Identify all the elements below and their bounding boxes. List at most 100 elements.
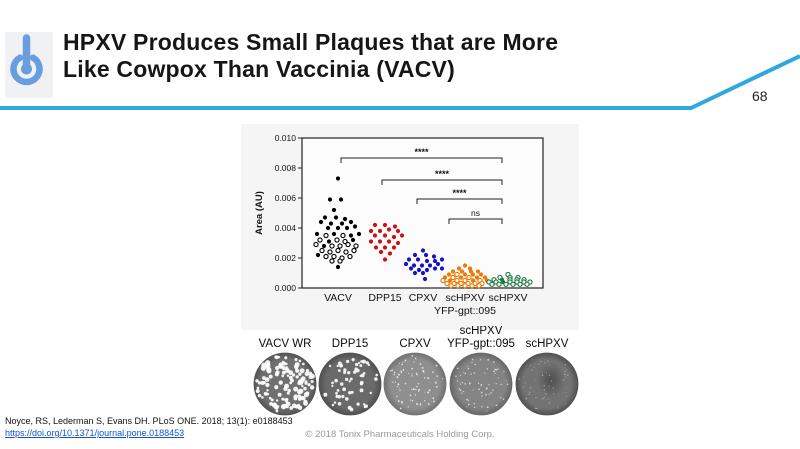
plaque-spot (288, 375, 293, 380)
significance-bracket (381, 179, 503, 185)
plaque-spot (467, 403, 470, 406)
data-point (334, 237, 340, 243)
plaque-spot (541, 374, 544, 377)
plaque-spot (400, 371, 403, 374)
dish-label: CPXV (399, 338, 431, 350)
plaque-spot (506, 383, 509, 386)
data-point (435, 261, 441, 267)
plaque-spot (305, 368, 310, 373)
data-point (315, 252, 321, 258)
plaque-spot (266, 368, 272, 374)
plaque-spot (459, 389, 462, 392)
plaque-spot (490, 392, 492, 394)
scatter-group-schpxv (486, 271, 533, 287)
plaque-spot (343, 370, 347, 374)
plaque-spot (487, 358, 490, 361)
plaque-spot (567, 374, 569, 376)
plaque-spot (391, 369, 394, 372)
plaque-spot (419, 363, 422, 365)
plaque-spot (263, 391, 268, 396)
data-point (469, 283, 475, 289)
plaque-spot (531, 369, 533, 371)
plaque-spot (413, 361, 415, 363)
plaque-spot (365, 361, 369, 365)
plaque-spot (283, 386, 288, 392)
plaque-spot (299, 368, 305, 374)
slide-title: HPXV Produces Small Plaques that are Mor… (63, 29, 723, 83)
plaque-spot (502, 398, 505, 401)
plaque-spot (473, 372, 476, 374)
plaque-spot (543, 397, 545, 399)
y-tick-label: 0.002 (275, 253, 297, 263)
y-tick-label: 0.006 (275, 193, 297, 203)
plaque-spot (303, 386, 307, 391)
plaque-spot (435, 364, 438, 367)
plaque-spot (374, 377, 378, 381)
plaque-spot (275, 355, 279, 360)
x-category-label: CPXV (409, 292, 438, 304)
data-point (496, 281, 502, 287)
data-point (432, 266, 438, 271)
plaque-spot (345, 377, 349, 382)
plaque-spot (529, 391, 531, 393)
plaque-spot (419, 403, 422, 406)
plaque-spot (278, 363, 284, 369)
plaque-spot (389, 370, 392, 372)
plaque-spot (354, 367, 358, 371)
plaque-spot (432, 397, 435, 400)
plaque-spot (397, 400, 400, 403)
data-point (454, 277, 460, 284)
plaque-spot (461, 381, 464, 384)
doi-link[interactable]: https://doi.org/10.1371/journal.pone.018… (5, 428, 185, 438)
data-point (377, 239, 383, 244)
data-point (412, 270, 418, 276)
plaque-spot (275, 399, 279, 402)
dish-image (383, 352, 447, 416)
plaque-spot (265, 382, 270, 388)
data-point (474, 275, 480, 280)
plaque-spot (260, 380, 265, 386)
plaque-spot (404, 359, 407, 362)
data-point (333, 215, 339, 220)
data-point (344, 225, 350, 231)
plaque-spot (462, 390, 465, 393)
plaque-spot (400, 370, 402, 372)
x-category-sublabel: YFP-gpt::095 (434, 305, 496, 317)
x-category-label: DPP15 (368, 292, 401, 304)
plaque-spot (497, 377, 499, 379)
plaque-spot (344, 397, 349, 401)
plaque-spot (307, 383, 311, 387)
doi-link-row: https://doi.org/10.1371/journal.pone.018… (5, 428, 184, 438)
plaque-spot (564, 373, 566, 376)
plaque-spot (473, 402, 476, 405)
plaque-spot (336, 389, 340, 392)
plaque-spot (394, 381, 397, 383)
data-point (406, 257, 412, 262)
plaque-spot (349, 377, 353, 381)
plaque-spot (545, 393, 547, 395)
plaque-spot (309, 373, 315, 379)
plaque-spot (480, 359, 482, 361)
dish-label: YFP-gpt::095 (447, 338, 515, 350)
plaque-spot (485, 393, 487, 396)
plaque-spot (264, 377, 270, 382)
data-point (412, 252, 418, 258)
data-point (377, 228, 383, 234)
data-point (335, 264, 341, 270)
plaque-spot (411, 375, 413, 377)
plaque-spot (286, 374, 290, 377)
plaque-spot (480, 391, 483, 394)
plaque-spot (467, 365, 469, 367)
plaque-spot (550, 380, 553, 382)
data-point (338, 197, 344, 202)
plaque-spot (284, 397, 289, 402)
plaque-spot (302, 362, 305, 366)
data-point (314, 231, 320, 237)
plaque-spot (501, 383, 503, 385)
data-point (326, 239, 332, 244)
plaque-spot (543, 384, 545, 387)
plaque-spot (562, 392, 564, 394)
plaque-spot (529, 364, 531, 366)
data-point (331, 231, 337, 237)
plaque-spot (544, 389, 545, 391)
